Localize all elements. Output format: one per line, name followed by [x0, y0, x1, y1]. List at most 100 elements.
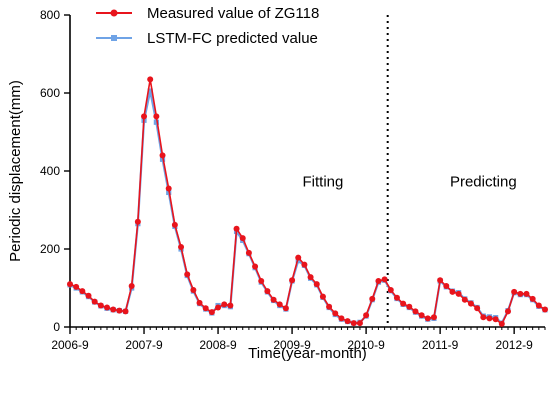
data-point-measured	[474, 305, 481, 312]
data-point-measured	[282, 305, 289, 312]
data-point-measured	[449, 288, 456, 295]
data-point-measured	[480, 314, 487, 321]
data-point-measured	[332, 310, 339, 317]
y-tick-label: 400	[40, 164, 60, 178]
data-point-measured	[504, 308, 511, 315]
x-tick-label: 2008-9	[199, 338, 237, 352]
data-point-measured	[338, 315, 345, 322]
y-tick-label: 800	[40, 8, 60, 22]
data-point-measured	[134, 218, 141, 225]
data-point-measured	[79, 288, 86, 295]
x-tick-label: 2009-9	[273, 338, 311, 352]
data-point-measured	[208, 309, 215, 316]
data-point-measured	[412, 308, 419, 315]
y-tick-label: 600	[40, 86, 60, 100]
data-point-measured	[418, 312, 425, 319]
data-point-measured	[233, 225, 240, 232]
data-point-measured	[110, 306, 117, 313]
data-point-measured	[184, 271, 191, 278]
data-point-measured	[523, 290, 530, 297]
data-point-measured	[295, 254, 302, 261]
series-line-predicted	[69, 90, 546, 325]
legend-label-measured: Measured value of ZG118	[147, 5, 319, 22]
data-point-measured	[344, 318, 351, 325]
data-point-measured	[443, 283, 450, 290]
data-point-measured	[239, 235, 246, 242]
data-point-measured	[178, 244, 185, 251]
data-point-measured	[406, 303, 413, 310]
data-point-measured	[319, 293, 326, 300]
data-point-measured	[387, 286, 394, 293]
data-point-measured	[270, 296, 277, 303]
data-point-measured	[363, 312, 370, 319]
data-point-measured	[258, 277, 265, 284]
data-point-measured	[153, 113, 160, 120]
data-point-measured	[67, 281, 73, 288]
data-point-measured	[369, 295, 376, 302]
data-point-measured	[141, 113, 148, 120]
legend-marker-measured	[110, 9, 118, 17]
data-point-measured	[147, 76, 154, 83]
y-axis-title: Periodic displacement(mm)	[7, 80, 24, 262]
data-point-measured	[424, 315, 431, 322]
legend-label-predicted: LSTM-FC predicted value	[147, 30, 318, 47]
data-point-measured	[461, 296, 468, 303]
data-point-measured	[535, 302, 542, 309]
data-point-predicted	[147, 88, 153, 94]
data-point-measured	[190, 286, 197, 293]
data-point-measured	[542, 306, 548, 313]
data-point-measured	[85, 292, 92, 299]
data-point-measured	[245, 249, 252, 256]
x-tick-label: 2006-9	[51, 338, 89, 352]
data-point-measured	[517, 290, 524, 297]
data-point-measured	[227, 302, 234, 309]
legend-marker-predicted	[111, 35, 117, 41]
annotation-predicting: Predicting	[450, 174, 517, 191]
data-point-measured	[492, 316, 499, 323]
data-point-measured	[221, 301, 228, 308]
data-point-measured	[381, 276, 388, 283]
data-point-measured	[356, 320, 363, 327]
data-point-measured	[171, 221, 178, 228]
data-point-measured	[97, 302, 104, 309]
data-point-measured	[307, 274, 314, 281]
data-point-measured	[467, 300, 474, 307]
data-point-measured	[313, 281, 320, 288]
data-point-measured	[91, 298, 98, 305]
data-point-predicted	[153, 119, 159, 125]
x-tick-label: 2012-9	[495, 338, 533, 352]
annotation-fitting: Fitting	[302, 174, 343, 191]
data-point-measured	[104, 304, 111, 311]
data-point-measured	[196, 299, 203, 306]
data-point-measured	[437, 277, 444, 284]
data-point-measured	[276, 301, 283, 308]
data-point-measured	[529, 295, 536, 302]
x-axis-title: Time(year-month)	[248, 345, 367, 362]
data-point-measured	[264, 288, 271, 295]
x-tick-label: 2011-9	[422, 338, 459, 352]
x-tick-label: 2007-9	[125, 338, 163, 352]
data-point-measured	[215, 304, 222, 311]
data-point-measured	[375, 277, 382, 284]
data-point-measured	[326, 303, 333, 310]
data-point-measured	[455, 290, 462, 297]
data-point-measured	[393, 294, 400, 301]
data-point-measured	[350, 320, 357, 327]
data-point-measured	[116, 307, 123, 314]
data-point-measured	[400, 300, 407, 307]
data-point-measured	[252, 263, 259, 270]
data-point-measured	[301, 261, 308, 268]
data-point-measured	[430, 314, 437, 321]
y-tick-label: 0	[53, 320, 60, 334]
data-point-measured	[486, 315, 493, 322]
data-point-measured	[73, 283, 80, 290]
data-point-measured	[289, 277, 296, 284]
data-point-measured	[165, 185, 172, 192]
data-point-measured	[498, 320, 505, 327]
data-point-measured	[128, 283, 135, 290]
data-point-measured	[159, 152, 166, 159]
data-point-measured	[511, 288, 518, 295]
data-point-predicted	[295, 258, 301, 264]
